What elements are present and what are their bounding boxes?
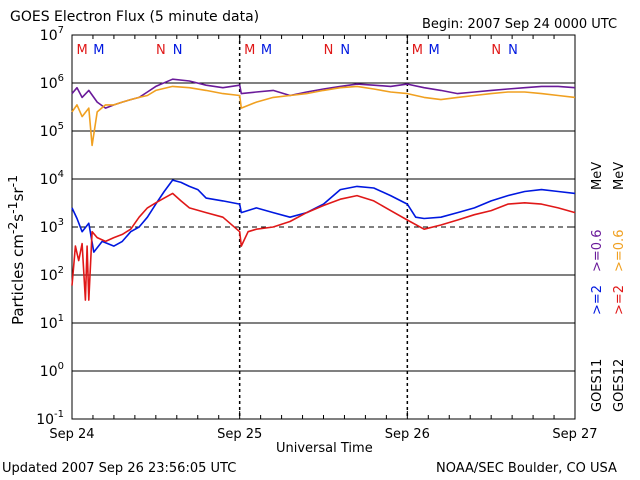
y-tick-label: 101 [40, 313, 64, 332]
y-tick-labels: 107 106 105 104 103 102 101 100 10-1 [36, 25, 575, 428]
mn-marker: N [173, 43, 183, 58]
mn-marker: M [429, 43, 440, 58]
mn-marker: M [76, 43, 87, 58]
goes12-unit-label: MeV [612, 161, 627, 190]
y-tick-label: 100 [40, 361, 64, 380]
chart-title: GOES Electron Flux (5 minute data) [10, 9, 260, 25]
mn-marker: M [244, 43, 255, 58]
mn-marker: N [156, 43, 166, 58]
mn-marker: N [491, 43, 501, 58]
x-tick-label: Sep 25 [217, 427, 262, 442]
series-line [71, 192, 576, 301]
mn-marker: M [261, 43, 272, 58]
y-tick-label: 10-1 [36, 409, 64, 428]
x-tick-label: Sep 26 [385, 427, 430, 442]
x-tick-label: Sep 24 [49, 427, 94, 442]
mn-marker: N [508, 43, 518, 58]
mn-marker: M [412, 43, 423, 58]
y-tick-label: 103 [40, 217, 64, 236]
credit-line: NOAA/SEC Boulder, CO USA [436, 461, 617, 476]
decade-gridlines [72, 82, 575, 372]
mn-marker: N [324, 43, 334, 58]
updated-timestamp: Updated 2007 Sep 26 23:56:05 UTC [2, 461, 237, 476]
goes12-label: GOES12 [612, 358, 627, 412]
x-tick-labels: Sep 24 Sep 25 Sep 26 Sep 27 [49, 427, 597, 442]
begin-timestamp: Begin: 2007 Sep 24 0000 UTC [422, 17, 618, 32]
y-tick-label: 107 [40, 25, 64, 44]
mn-marker: N [340, 43, 350, 58]
data-series [71, 78, 576, 301]
mn-marker: M [93, 43, 104, 58]
y-tick-label: 106 [40, 73, 64, 92]
goes11-ge2-label: >=2 [590, 284, 605, 315]
series-line [71, 179, 576, 253]
x-tick-label: Sep 27 [552, 427, 597, 442]
day-boundary-lines [71, 35, 576, 419]
y-tick-label: 102 [40, 265, 64, 284]
goes11-ge06-label: >=0.6 [590, 229, 605, 272]
goes12-ge2-label: >=2 [612, 284, 627, 315]
x-axis-label: Universal Time [276, 441, 373, 456]
series-line [71, 85, 576, 147]
goes11-label: GOES11 [590, 358, 605, 412]
y-tick-label: 104 [40, 169, 64, 188]
y-tick-label: 105 [40, 121, 64, 140]
goes12-ge06-label: >=0.6 [612, 229, 627, 272]
y-axis-label: Particles cm-2s-1sr-1 [5, 174, 27, 326]
goes11-unit-label: MeV [590, 161, 605, 190]
series-line [71, 78, 576, 109]
